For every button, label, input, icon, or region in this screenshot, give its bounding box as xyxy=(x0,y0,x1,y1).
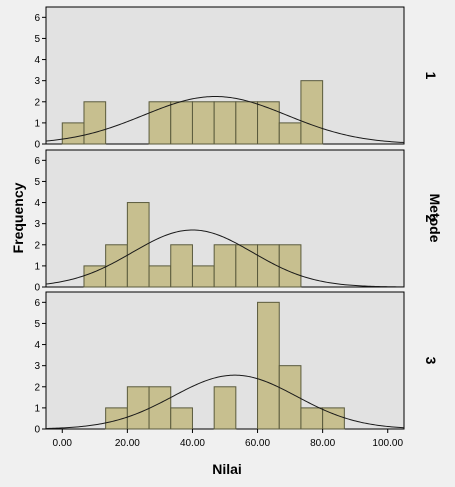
panel-label: 2 xyxy=(423,215,439,223)
y-tick-label: 3 xyxy=(34,219,40,230)
normal-curve xyxy=(45,96,405,144)
histogram-bar xyxy=(148,265,172,288)
histogram-bar xyxy=(105,244,128,288)
y-tick-label: 3 xyxy=(34,361,40,372)
panel-3: 0 1 2 3 4 5 6 3 xyxy=(34,291,439,436)
histogram-bar xyxy=(300,80,324,145)
y-tick-label: 5 xyxy=(34,177,40,188)
x-tick-label: 60.00 xyxy=(245,438,270,449)
panel-axis-label: Metode xyxy=(427,194,443,243)
panels-group: 0 1 2 3 4 5 6 1 0 1 2 3 4 5 6 2 0 1 2 3 4 5 6 3 xyxy=(34,6,439,436)
y-tick-label: 0 xyxy=(34,283,40,294)
normal-curve xyxy=(45,229,405,288)
histogram-bar xyxy=(235,101,259,145)
y-tick-label: 4 xyxy=(34,55,40,66)
x-tick-label: 80.00 xyxy=(310,438,335,449)
y-tick-label: 6 xyxy=(34,156,40,167)
y-tick-label: 6 xyxy=(34,298,40,309)
x-tick-label: 20.00 xyxy=(115,438,140,449)
x-tick-label: 0.00 xyxy=(53,438,73,449)
histogram-bar xyxy=(235,244,259,288)
histogram-bar xyxy=(278,122,302,145)
histogram-bar xyxy=(257,244,280,288)
histogram-bar xyxy=(322,407,345,430)
x-tick-label: 100.00 xyxy=(372,438,403,449)
panel-label: 3 xyxy=(423,357,439,365)
y-tick-label: 1 xyxy=(34,403,40,414)
histogram-bar xyxy=(191,101,215,145)
y-tick-label: 0 xyxy=(34,140,40,151)
y-tick-label: 2 xyxy=(34,97,40,108)
histogram-bar xyxy=(170,407,193,430)
y-tick-label: 1 xyxy=(34,261,40,272)
y-tick-label: 5 xyxy=(34,319,40,330)
histogram-bar xyxy=(170,244,193,288)
y-tick-label: 2 xyxy=(34,240,40,251)
histogram-bar xyxy=(191,265,215,288)
histogram-bar xyxy=(213,101,237,145)
y-tick-label: 4 xyxy=(34,340,40,351)
histogram-bar xyxy=(148,386,172,430)
histogram-bar xyxy=(170,101,193,145)
panel-label: 1 xyxy=(423,72,439,80)
x-tick-label: 40.00 xyxy=(180,438,205,449)
histogram-bar xyxy=(126,386,150,430)
normal-curve xyxy=(45,374,405,429)
panel-2: 0 1 2 3 4 5 6 2 xyxy=(34,149,439,294)
histogram-bar xyxy=(148,101,172,145)
histogram-bar xyxy=(278,244,302,288)
y-tick-label: 5 xyxy=(34,34,40,45)
panel-1: 0 1 2 3 4 5 6 1 xyxy=(34,6,439,151)
y-tick-label: 4 xyxy=(34,198,40,209)
x-axis: 0.00 20.00 40.00 60.00 80.00 100.00 xyxy=(53,429,403,449)
y-tick-label: 2 xyxy=(34,382,40,393)
y-tick-label: 0 xyxy=(34,425,40,436)
histogram-bar xyxy=(278,365,302,430)
histogram-bar xyxy=(61,122,85,145)
histogram-bar xyxy=(213,386,237,430)
y-tick-label: 1 xyxy=(34,118,40,129)
y-tick-label: 6 xyxy=(34,13,40,24)
x-axis-label: Nilai xyxy=(212,461,242,477)
histogram-bar xyxy=(83,101,107,145)
y-tick-label: 3 xyxy=(34,76,40,87)
histogram-bar xyxy=(126,202,150,288)
histogram-bar xyxy=(257,301,280,430)
y-axis-label: Frequency xyxy=(10,182,26,253)
histogram-bar xyxy=(213,244,237,288)
histogram-bar xyxy=(83,265,107,288)
histogram-bar xyxy=(300,407,324,430)
